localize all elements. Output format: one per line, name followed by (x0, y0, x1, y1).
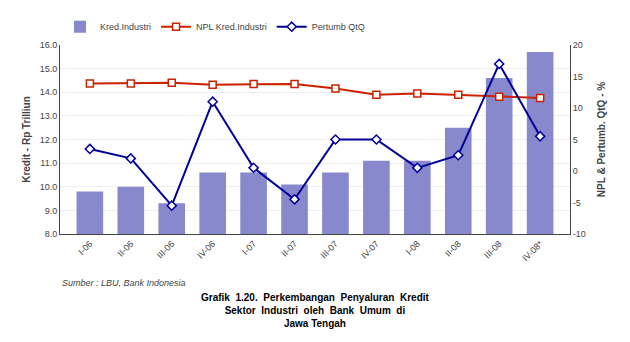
svg-text:Pertumb QtQ: Pertumb QtQ (312, 22, 365, 32)
svg-text:14.0: 14.0 (40, 87, 58, 97)
svg-text:IV-08*: IV-08* (520, 238, 545, 263)
svg-text:II-07: II-07 (279, 239, 299, 259)
svg-text:IV-07: IV-07 (359, 239, 381, 261)
svg-text:8.0: 8.0 (45, 229, 58, 239)
svg-text:III-06: III-06 (155, 239, 177, 261)
svg-text:Kred.Industri: Kred.Industri (100, 22, 151, 32)
svg-text:III-08: III-08 (482, 239, 504, 261)
svg-text:I-07: I-07 (240, 239, 258, 257)
svg-text:II-06: II-06 (116, 239, 136, 259)
svg-text:NPL Kred.Industri: NPL Kred.Industri (196, 22, 267, 32)
svg-text:10: 10 (573, 103, 583, 113)
svg-text:9.0: 9.0 (45, 206, 58, 216)
svg-text:0: 0 (573, 166, 578, 176)
svg-text:I-06: I-06 (76, 239, 94, 257)
svg-text:-5: -5 (573, 198, 581, 208)
svg-text:III-07: III-07 (318, 239, 340, 261)
svg-text:15: 15 (573, 72, 583, 82)
svg-text:Kredit - Rp Trilliun: Kredit - Rp Trilliun (21, 96, 32, 183)
svg-text:I-08: I-08 (404, 239, 422, 257)
svg-text:-10: -10 (573, 229, 586, 239)
svg-text:5: 5 (573, 135, 578, 145)
svg-text:NPL & Pertumb. QtQ - %: NPL & Pertumb. QtQ - % (596, 82, 607, 197)
svg-text:15.0: 15.0 (40, 64, 58, 74)
svg-text:IV-06: IV-06 (195, 239, 217, 261)
svg-text:Sumber : LBU, Bank Indonesia: Sumber : LBU, Bank Indonesia (62, 278, 186, 288)
svg-text:Grafik 1.20. Perkembangan P: Grafik 1.20. Perkembangan Penyaluran Kre… (201, 292, 430, 329)
svg-text:11.0: 11.0 (40, 158, 57, 168)
svg-text:10.0: 10.0 (40, 182, 58, 192)
svg-text:II-08: II-08 (443, 239, 463, 259)
svg-text:13.0: 13.0 (40, 111, 58, 121)
svg-text:12.0: 12.0 (40, 135, 58, 145)
svg-text:20: 20 (573, 40, 583, 50)
svg-text:16.0: 16.0 (40, 40, 58, 50)
